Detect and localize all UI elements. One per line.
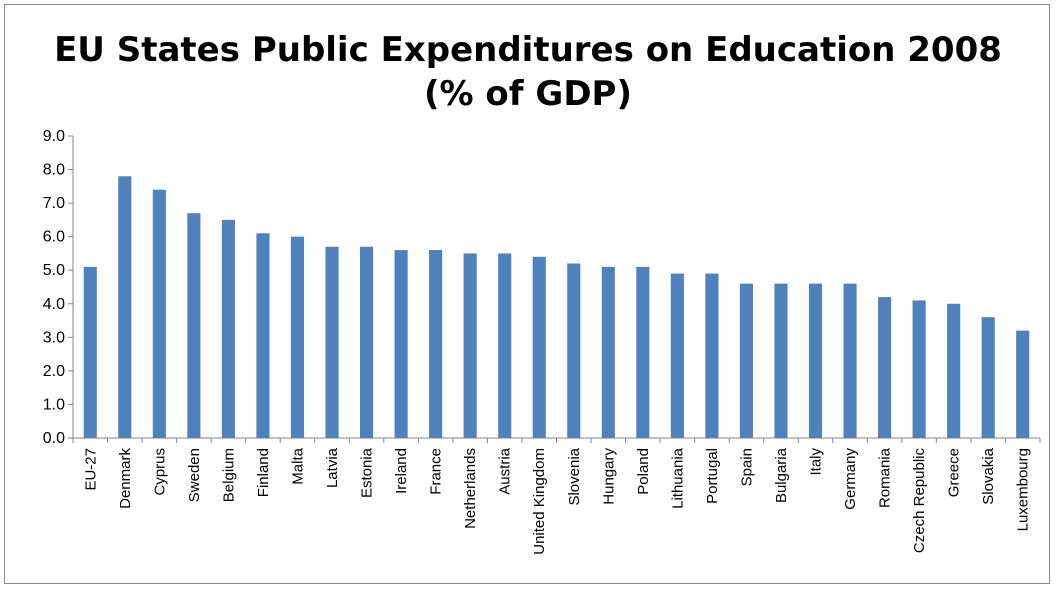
bar bbox=[912, 300, 926, 438]
bar bbox=[705, 273, 719, 438]
x-category-label: Slovakia bbox=[980, 447, 997, 504]
bar bbox=[1016, 330, 1030, 438]
x-category-label: Greece bbox=[946, 448, 963, 497]
chart-title: EU States Public Expenditures on Educati… bbox=[54, 30, 1002, 70]
bar bbox=[774, 283, 788, 438]
chart-frame bbox=[4, 4, 1050, 584]
bar bbox=[290, 236, 305, 438]
bar bbox=[670, 273, 684, 438]
bar bbox=[532, 256, 546, 438]
x-category-label: EU-27 bbox=[82, 448, 99, 491]
x-category-label: Finland bbox=[255, 448, 272, 497]
x-category-label: Luxembourg bbox=[1015, 448, 1032, 531]
y-tick-label: 2.0 bbox=[43, 363, 65, 380]
y-tick-label: 8.0 bbox=[43, 162, 65, 179]
x-category-label: Belgium bbox=[220, 448, 237, 502]
bars bbox=[83, 176, 1030, 438]
x-category-label: Romania bbox=[877, 447, 894, 508]
bar bbox=[636, 266, 650, 438]
x-category-label: Netherlands bbox=[462, 448, 479, 529]
bar bbox=[843, 283, 857, 438]
bar bbox=[152, 189, 166, 438]
bar bbox=[601, 266, 615, 438]
bar bbox=[567, 263, 581, 438]
bar bbox=[118, 176, 132, 438]
x-category-label: Latvia bbox=[324, 447, 341, 488]
x-category-label: United Kingdom bbox=[531, 448, 548, 555]
bar bbox=[878, 297, 892, 438]
y-tick-label: 6.0 bbox=[43, 229, 65, 246]
x-category-label: Spain bbox=[738, 448, 755, 486]
bar bbox=[359, 246, 374, 438]
x-category-label: Hungary bbox=[600, 448, 617, 505]
y-tick-label: 0.0 bbox=[43, 430, 65, 447]
x-category-label: Czech Republic bbox=[911, 448, 928, 554]
bar bbox=[498, 253, 512, 438]
bar bbox=[947, 303, 961, 438]
y-tick-label: 5.0 bbox=[43, 262, 65, 279]
bar bbox=[187, 213, 201, 438]
x-category-label: Ireland bbox=[393, 448, 410, 494]
x-category-label: Portugal bbox=[704, 448, 721, 504]
x-category-label: Italy bbox=[808, 448, 825, 476]
bar bbox=[429, 250, 443, 438]
x-category-label: Bulgaria bbox=[773, 447, 790, 503]
x-category-label: Austria bbox=[497, 447, 514, 494]
bar bbox=[739, 283, 754, 438]
bar bbox=[83, 266, 97, 438]
bar bbox=[394, 250, 408, 438]
x-category-label: Poland bbox=[635, 448, 652, 495]
x-category-label: France bbox=[428, 448, 445, 495]
x-category-label: Estonia bbox=[359, 447, 376, 498]
y-tick-label: 7.0 bbox=[43, 195, 65, 212]
bar bbox=[256, 233, 270, 438]
x-category-label: Denmark bbox=[117, 448, 134, 509]
y-tick-label: 9.0 bbox=[43, 128, 65, 145]
bar bbox=[463, 253, 477, 438]
x-category-label: Cyprus bbox=[151, 448, 168, 496]
chart-subtitle: (% of GDP) bbox=[423, 74, 633, 114]
y-tick-label: 3.0 bbox=[43, 329, 65, 346]
x-category-label: Slovenia bbox=[566, 447, 583, 505]
bar bbox=[325, 246, 339, 438]
x-category-label: Sweden bbox=[186, 448, 203, 502]
y-axis: 0.0 1.0 2.0 3.0 4.0 5.0 6.0 7.0 8.0 9.0 bbox=[43, 128, 1041, 447]
y-tick-label: 1.0 bbox=[43, 396, 65, 413]
x-category-label: Lithuania bbox=[669, 447, 686, 509]
x-category-label: Germany bbox=[842, 448, 859, 510]
x-axis-labels: EU-27 Denmark Cyprus Sweden Belgium Finland Ma… bbox=[82, 447, 1031, 554]
bar bbox=[808, 283, 823, 438]
bar bbox=[981, 317, 995, 438]
y-tick-label: 4.0 bbox=[43, 296, 65, 313]
bar bbox=[221, 219, 235, 438]
x-category-label: Malta bbox=[289, 447, 306, 484]
